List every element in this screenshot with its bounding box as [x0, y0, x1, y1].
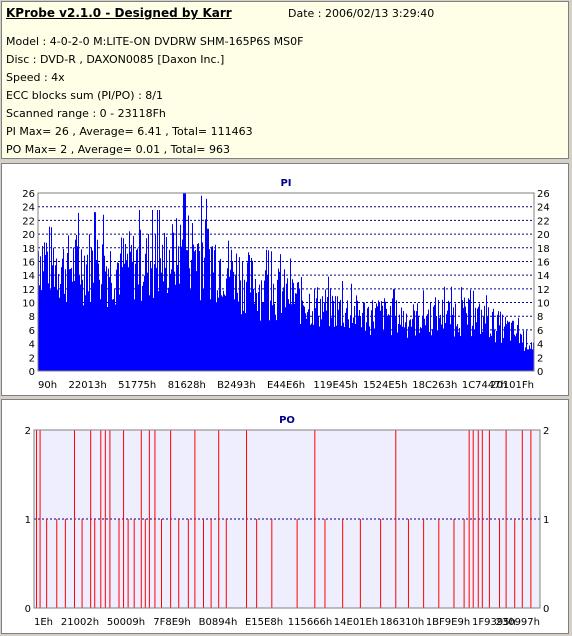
scanned-range-line: Scanned range : 0 - 23118Fh	[6, 107, 166, 120]
y-tick-label-left: 0	[25, 604, 31, 615]
x-tick-label: 1BF9E9h	[426, 617, 470, 628]
x-tick-label: 20101Fh	[490, 380, 534, 391]
y-tick-label-left: 18	[22, 244, 35, 255]
speed-line: Speed : 4x	[6, 71, 65, 84]
disc-line: Disc : DVD-R , DAXON0085 [Daxon Inc.]	[6, 53, 225, 66]
ecc-sum-line: ECC blocks sum (PI/PO) : 8/1	[6, 89, 163, 102]
y-tick-label-right: 24	[537, 203, 550, 214]
y-tick-label-right: 0	[537, 367, 543, 378]
y-tick-label-left: 4	[29, 340, 35, 351]
x-tick-label: 21002h	[61, 617, 99, 628]
plot-frame	[33, 429, 541, 609]
x-tick-label: 14E01Eh	[334, 617, 378, 628]
x-tick-label: 50009h	[107, 617, 145, 628]
y-tick-label-right: 0	[543, 604, 549, 615]
y-tick-label-right: 2	[543, 426, 549, 437]
y-tick-label-left: 6	[29, 326, 35, 337]
y-tick-label-left: 16	[22, 257, 35, 268]
y-tick-label-right: 8	[537, 312, 543, 323]
x-tick-label: 119E45h	[313, 380, 357, 391]
y-tick-label-left: 26	[22, 189, 35, 200]
scan-date: Date : 2006/02/13 3:29:40	[288, 7, 435, 20]
x-tick-label: 230997h	[495, 617, 540, 628]
x-tick-label: B0894h	[199, 617, 238, 628]
chart-title: PO	[279, 415, 295, 426]
po-chart-panel: PO 0 0 1 1 2 2 1Eh 21002h 50009h 7F8E9h B0894h E15E8…	[1, 399, 569, 634]
y-tick-label-left: 14	[22, 271, 35, 282]
plot-frame	[37, 192, 535, 372]
pi-chart-panel: PI 0 0 2 2 4 4 6 6 8 8 10 10 12 12 14 14 16 16 18 18 20 20 22 22…	[1, 163, 569, 396]
app-title: KProbe v2.1.0 - Designed by Karr	[6, 6, 232, 20]
po-chart: PO 0 0 1 1 2 2 1Eh 21002h 50009h 7F8E9h B0894h E15E8…	[25, 415, 550, 628]
y-tick-label-left: 2	[29, 353, 35, 364]
y-tick-label-right: 1	[543, 515, 549, 526]
y-tick-label-left: 20	[22, 230, 35, 241]
y-tick-label-left: 22	[22, 216, 35, 227]
y-tick-label-right: 22	[537, 216, 550, 227]
x-tick-label: 18C263h	[412, 380, 457, 391]
x-tick-label: E15E8h	[245, 617, 283, 628]
x-tick-label: 22013h	[69, 380, 107, 391]
x-tick-label: 1F9395h	[472, 617, 516, 628]
x-tick-label: 115666h	[288, 617, 333, 628]
x-tick-label: 7F8E9h	[153, 617, 191, 628]
y-tick-label-right: 4	[537, 340, 543, 351]
po-stats-line: PO Max= 2 , Average= 0.01 , Total= 963	[6, 143, 230, 156]
y-tick-label-left: 10	[22, 299, 35, 310]
y-tick-label-left: 8	[29, 312, 35, 323]
x-tick-label: E44E6h	[267, 380, 305, 391]
y-tick-label-right: 26	[537, 189, 550, 200]
y-tick-label-right: 10	[537, 299, 550, 310]
info-panel: KProbe v2.1.0 - Designed by Karr Date : …	[1, 1, 569, 159]
y-tick-label-right: 12	[537, 285, 550, 296]
y-tick-label-left: 12	[22, 285, 35, 296]
y-tick-label-right: 2	[537, 353, 543, 364]
x-tick-label: 1Eh	[34, 617, 53, 628]
x-tick-label: 51775h	[118, 380, 156, 391]
y-tick-label-right: 6	[537, 326, 543, 337]
x-tick-label: B2493h	[217, 380, 256, 391]
y-tick-label-left: 24	[22, 203, 35, 214]
x-tick-label: 81628h	[168, 380, 206, 391]
y-tick-label-left: 1	[25, 515, 31, 526]
x-tick-label: 90h	[38, 380, 57, 391]
chart-title: PI	[280, 178, 291, 189]
pi-stats-line: PI Max= 26 , Average= 6.41 , Total= 1114…	[6, 125, 253, 138]
y-tick-label-right: 18	[537, 244, 550, 255]
x-tick-label: 186310h	[380, 617, 425, 628]
model-line: Model : 4-0-2-0 M:LITE-ON DVDRW SHM-165P…	[6, 35, 304, 48]
y-tick-label-right: 20	[537, 230, 550, 241]
y-tick-label-right: 14	[537, 271, 550, 282]
x-tick-label: 1524E5h	[363, 380, 407, 391]
y-tick-label-right: 16	[537, 257, 550, 268]
x-tick-label: 1C7447h	[462, 380, 507, 391]
y-tick-label-left: 2	[25, 426, 31, 437]
y-tick-label-left: 0	[29, 367, 35, 378]
